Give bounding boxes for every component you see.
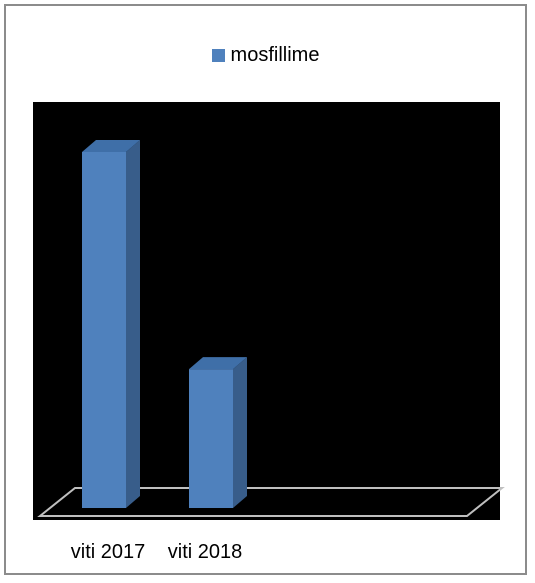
chart-floor [37,487,505,517]
bars-group [82,140,247,508]
x-tick-label: viti 2018 [168,541,243,563]
bar-side [126,140,140,508]
bar-viti-2017 [82,140,140,508]
legend-swatch [211,49,225,62]
legend-item: mosfillime [211,44,320,67]
bar-top [82,140,140,152]
bar-top [189,357,247,370]
bar-side [233,357,247,508]
x-tick-labels: viti 2017 viti 2018 [71,541,243,563]
bar-front [189,369,233,508]
bar-viti-2018 [189,357,247,508]
x-tick-label: viti 2017 [71,541,146,563]
legend-label: mosfillime [230,44,320,66]
legend: mosfillime [6,44,525,68]
bar-front [82,152,126,508]
